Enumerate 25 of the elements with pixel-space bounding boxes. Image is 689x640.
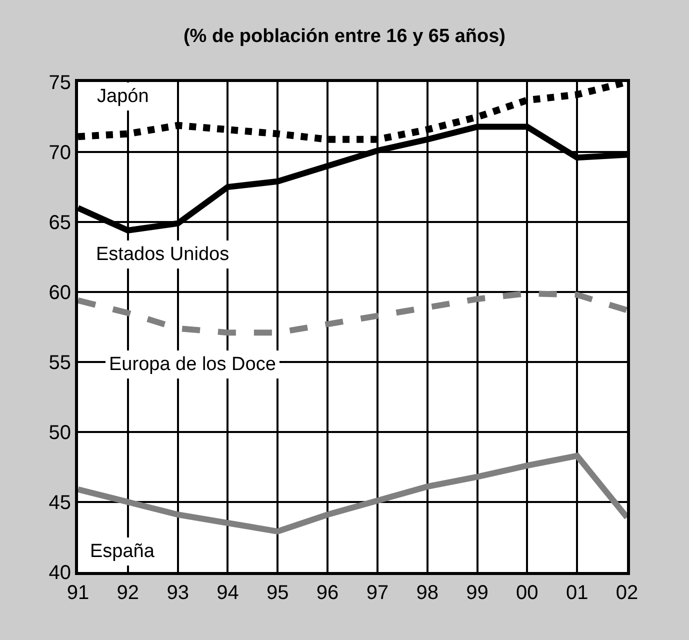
series-label: Estados Unidos (96, 244, 230, 265)
x-tick-label: 02 (616, 582, 638, 604)
x-tick-label: 00 (516, 582, 538, 604)
x-tick-label: 95 (266, 582, 289, 604)
x-tick-label: 93 (166, 582, 189, 604)
x-tick-label: 97 (366, 582, 389, 604)
x-tick-label: 96 (316, 582, 339, 604)
x-tick-label: 98 (416, 582, 438, 604)
series-label: Europa de los Doce (109, 354, 276, 375)
series-label: Japón (97, 86, 149, 107)
y-tick-label: 65 (48, 212, 71, 234)
y-tick-label: 70 (48, 142, 71, 164)
y-tick-label: 40 (48, 562, 71, 584)
y-tick-label: 60 (48, 282, 71, 304)
x-tick-label: 91 (66, 582, 90, 604)
y-tick-label: 55 (48, 352, 71, 374)
x-tick-label: 01 (566, 582, 588, 604)
series-label: España (90, 541, 155, 562)
chart-title: (% de población entre 16 y 65 años) (183, 26, 506, 48)
y-tick-label: 45 (48, 492, 71, 514)
x-tick-label: 99 (466, 582, 488, 604)
y-tick-label: 75 (48, 72, 71, 94)
x-tick-label: 92 (116, 582, 140, 604)
x-tick-label: 94 (216, 582, 239, 604)
y-tick-label: 50 (48, 422, 71, 444)
